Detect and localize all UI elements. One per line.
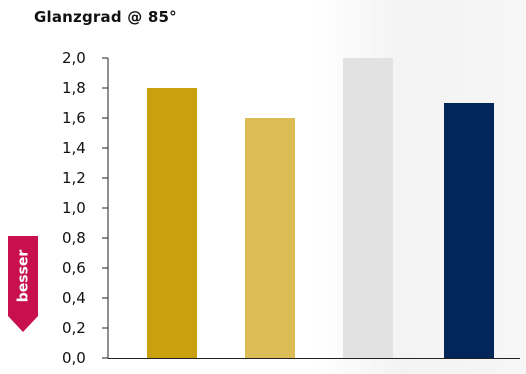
- y-tick-label: 0,0: [62, 349, 86, 367]
- y-tick-label: 1,6: [62, 109, 86, 127]
- y-tick-label: 1,2: [62, 169, 86, 187]
- bar-4: [444, 103, 494, 358]
- y-tick-label: 0,4: [62, 289, 86, 307]
- y-tick-label: 2,0: [62, 49, 86, 67]
- y-tick-label: 1,4: [62, 139, 86, 157]
- arrow-down-icon: [8, 236, 38, 332]
- bar-1: [147, 88, 197, 358]
- better-label: besser: [15, 249, 31, 303]
- better-badge-text-wrap: besser: [8, 236, 38, 316]
- chart-title: Glanzgrad @ 85°: [34, 8, 177, 26]
- better-badge: [8, 236, 38, 332]
- y-tick-label: 1,8: [62, 79, 86, 97]
- y-tick-label: 0,2: [62, 319, 86, 337]
- y-tick-label: 0,8: [62, 229, 86, 247]
- bar-2: [245, 118, 295, 358]
- y-tick-label: 1,0: [62, 199, 86, 217]
- y-axis: 0,0 0,2 0,4 0,6 0,8 1,0 1,2 1,4 1,6 1,8 2,0: [62, 49, 108, 367]
- y-tick-label: 0,6: [62, 259, 86, 277]
- bars: [147, 58, 494, 358]
- bar-3: [343, 58, 393, 358]
